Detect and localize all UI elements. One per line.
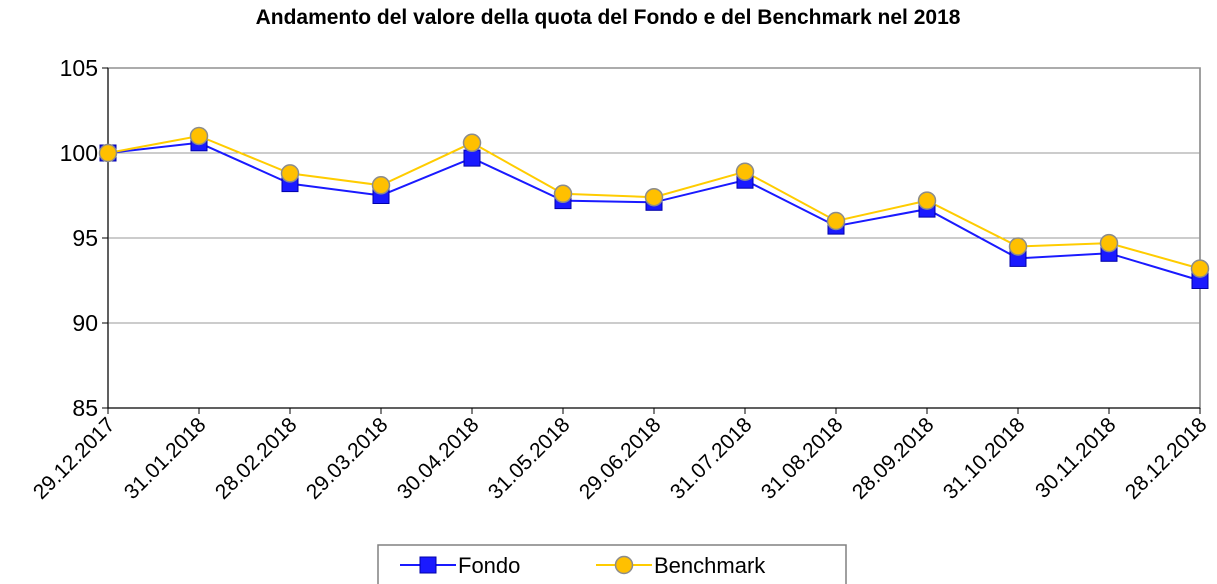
legend-label: Fondo: [458, 553, 520, 578]
data-point: [826, 211, 846, 231]
legend-marker: [419, 556, 437, 574]
legend-marker: [614, 555, 634, 575]
y-tick-label: 90: [72, 310, 98, 336]
data-point: [735, 162, 755, 181]
x-tick-label: 31.01.2018: [120, 413, 211, 504]
data-point: [1190, 259, 1210, 278]
data-point: [280, 164, 300, 183]
x-tick-label: 28.02.2018: [211, 413, 302, 504]
data-point: [462, 133, 482, 153]
data-point: [189, 126, 209, 146]
x-tick-label: 28.12.2018: [1121, 413, 1212, 504]
x-tick-label: 29.03.2018: [302, 413, 393, 504]
y-tick-label: 105: [60, 55, 98, 81]
y-tick-label: 100: [60, 140, 98, 166]
x-tick-label: 28.09.2018: [848, 413, 939, 504]
chart-title: Andamento del valore della quota del Fon…: [255, 6, 961, 29]
data-point: [371, 176, 391, 195]
x-tick-label: 31.07.2018: [666, 413, 757, 504]
data-point: [1008, 237, 1028, 256]
y-tick-label: 85: [72, 395, 98, 421]
x-tick-label: 29.12.2017: [29, 413, 120, 504]
data-point: [553, 184, 573, 204]
data-point: [644, 187, 664, 207]
x-tick-label: 29.06.2018: [575, 413, 666, 504]
x-tick-label: 31.10.2018: [939, 413, 1030, 504]
y-tick-label: 95: [72, 225, 98, 251]
x-tick-label: 31.05.2018: [484, 413, 575, 504]
x-tick-label: 30.11.2018: [1031, 413, 1120, 502]
data-point: [917, 191, 937, 210]
x-tick-label: 31.08.2018: [757, 413, 848, 504]
data-point: [1099, 233, 1119, 253]
data-point: [463, 149, 481, 167]
data-point: [98, 143, 118, 163]
x-tick-label: 30.04.2018: [393, 413, 484, 504]
legend-label: Benchmark: [654, 553, 766, 578]
